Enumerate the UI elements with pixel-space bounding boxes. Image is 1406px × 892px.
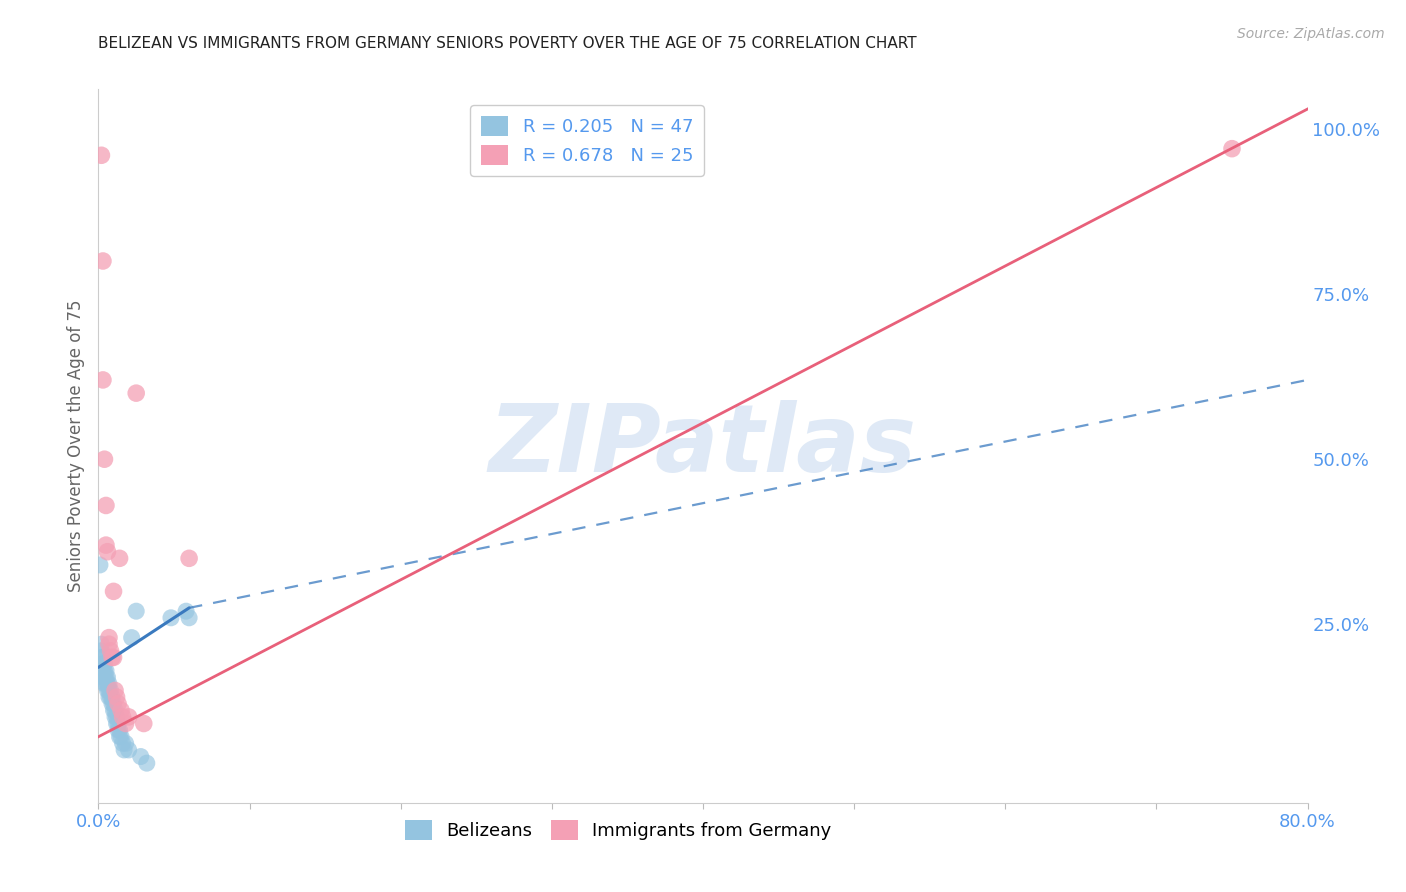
Point <box>91 670 114 684</box>
Text: BELIZEAN VS IMMIGRANTS FROM GERMANY SENIORS POVERTY OVER THE AGE OF 75 CORRELATI: BELIZEAN VS IMMIGRANTS FROM GERMANY SENI… <box>98 36 917 51</box>
Point <box>104 703 127 717</box>
Point <box>94 664 117 678</box>
Point <box>91 664 114 678</box>
Point <box>90 650 112 665</box>
Point <box>160 611 183 625</box>
Point <box>91 373 114 387</box>
Point <box>107 716 129 731</box>
Point <box>101 650 124 665</box>
Point <box>89 558 111 572</box>
Legend: Belizeans, Immigrants from Germany: Belizeans, Immigrants from Germany <box>398 813 839 847</box>
Point <box>94 499 117 513</box>
Point <box>174 604 197 618</box>
Point <box>96 683 118 698</box>
Point <box>103 697 125 711</box>
Point <box>100 690 122 704</box>
Point <box>125 386 148 401</box>
Point <box>105 716 128 731</box>
Point <box>112 743 135 757</box>
Point <box>96 545 118 559</box>
Point <box>91 254 114 268</box>
Point <box>90 644 112 658</box>
Point <box>132 716 155 731</box>
Point <box>90 148 112 162</box>
Point <box>101 690 124 704</box>
Point <box>98 677 121 691</box>
Point <box>101 697 124 711</box>
Point <box>93 664 115 678</box>
Point <box>98 690 121 704</box>
Point <box>135 756 157 771</box>
Point <box>114 736 136 750</box>
Point <box>108 723 131 738</box>
Point <box>105 710 128 724</box>
Point <box>96 670 118 684</box>
Point <box>93 677 115 691</box>
Point <box>114 716 136 731</box>
Point <box>100 683 122 698</box>
Text: Source: ZipAtlas.com: Source: ZipAtlas.com <box>1237 27 1385 41</box>
Text: ZIPatlas: ZIPatlas <box>489 400 917 492</box>
Point <box>110 703 132 717</box>
Point <box>94 670 117 684</box>
Point <box>107 723 129 738</box>
Point <box>98 683 121 698</box>
Point <box>118 743 141 757</box>
Point <box>93 452 115 467</box>
Point <box>91 657 114 671</box>
Point <box>129 749 152 764</box>
Point <box>90 637 112 651</box>
Point <box>111 736 134 750</box>
Point <box>105 690 128 704</box>
Point <box>98 631 121 645</box>
Point <box>179 611 201 625</box>
Point <box>103 584 125 599</box>
Point <box>118 710 141 724</box>
Point <box>125 604 148 618</box>
Point <box>94 677 117 691</box>
Point <box>107 697 129 711</box>
Point <box>103 650 125 665</box>
Point <box>108 551 131 566</box>
Point <box>111 710 134 724</box>
Point <box>103 703 125 717</box>
Y-axis label: Seniors Poverty Over the Age of 75: Seniors Poverty Over the Age of 75 <box>66 300 84 592</box>
Point <box>96 677 118 691</box>
Point <box>104 710 127 724</box>
Point <box>91 650 114 665</box>
Point <box>93 657 115 671</box>
Point <box>93 670 115 684</box>
Point <box>121 631 143 645</box>
Point <box>100 644 122 658</box>
Point <box>104 683 127 698</box>
Point <box>1220 142 1243 156</box>
Point <box>110 730 132 744</box>
Point <box>98 637 121 651</box>
Point <box>179 551 201 566</box>
Point <box>94 538 117 552</box>
Point <box>108 730 131 744</box>
